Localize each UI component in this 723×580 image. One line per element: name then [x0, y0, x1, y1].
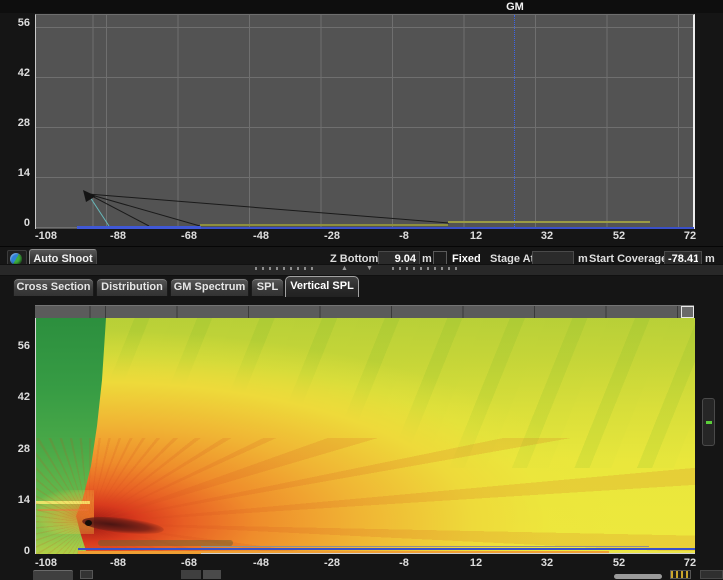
y-tick: 56 — [17, 17, 30, 29]
bottom-widget-stub[interactable] — [80, 570, 93, 579]
x-tick: -28 — [324, 557, 340, 569]
audience-plane-2 — [448, 221, 650, 223]
gm-marker-line[interactable] — [514, 15, 515, 229]
splitter-arrow-down-icon[interactable]: ▼ — [366, 265, 373, 272]
tab-gm-spectrum[interactable]: GM Spectrum — [170, 278, 249, 296]
stage-at-label: Stage At: — [490, 253, 538, 265]
audience-plane-1 — [200, 224, 448, 226]
heatmap-streak — [38, 509, 88, 511]
y-tick: 0 — [23, 545, 30, 557]
heatmap-shadow-band — [98, 540, 233, 546]
y-tick: 14 — [17, 167, 30, 179]
ruler-active-segment[interactable] — [681, 306, 694, 318]
stage-at-input[interactable] — [532, 251, 574, 267]
y-tick: 14 — [17, 494, 30, 506]
x-tick: -68 — [181, 557, 197, 569]
ground-line — [200, 227, 694, 229]
heatmap-streak — [36, 501, 90, 504]
tab-spl[interactable]: SPL — [251, 278, 284, 296]
y-tick: 0 — [23, 217, 30, 229]
x-tick: -8 — [399, 230, 409, 242]
heatmap-ruler-strip[interactable] — [35, 305, 694, 318]
tab-cross-section[interactable]: Cross Section — [13, 278, 94, 296]
x-tick: -108 — [34, 230, 58, 242]
bottom-widget-stub[interactable] — [203, 570, 221, 579]
bottom-widget-stub[interactable] — [181, 570, 201, 579]
y-tick: 56 — [17, 340, 30, 352]
y-tick: 42 — [17, 67, 30, 79]
x-tick: 72 — [683, 230, 697, 242]
fixed-label: Fixed — [452, 253, 481, 265]
heatmap-hotspot-gradient — [36, 318, 695, 554]
tab-vertical-spl[interactable]: Vertical SPL — [285, 276, 359, 297]
heatmap-baseline-white-line — [201, 553, 695, 554]
stage-at-unit: m — [578, 253, 588, 265]
x-tick: 12 — [469, 230, 483, 242]
z-bottom-unit: m — [422, 253, 432, 265]
splitter-grip-dots[interactable] — [392, 267, 458, 270]
vertical-spl-heatmap[interactable] — [35, 318, 695, 554]
heatmap-ground-gray-line — [201, 546, 649, 547]
x-tick: -68 — [181, 230, 197, 242]
top-band — [0, 0, 723, 13]
fixed-checkbox[interactable] — [433, 251, 447, 265]
x-tick: 52 — [612, 557, 626, 569]
x-tick: -108 — [34, 557, 58, 569]
x-tick: 32 — [540, 230, 554, 242]
x-tick: -48 — [253, 230, 269, 242]
source-marker — [83, 190, 96, 202]
bottom-widget-stub[interactable] — [700, 570, 723, 579]
splitter-arrow-up-icon[interactable]: ▲ — [341, 265, 348, 272]
start-coverage-input[interactable] — [664, 251, 702, 267]
bottom-widget-stub[interactable] — [33, 570, 73, 580]
x-tick: -28 — [324, 230, 340, 242]
x-tick: -88 — [110, 230, 126, 242]
tab-distribution[interactable]: Distribution — [96, 278, 168, 296]
y-tick: 28 — [17, 117, 30, 129]
x-tick: -88 — [110, 557, 126, 569]
x-tick: 72 — [683, 557, 697, 569]
x-tick: 32 — [540, 557, 554, 569]
splitter-grip-dots[interactable] — [255, 267, 315, 270]
heatmap-lobe-rays — [36, 438, 695, 554]
heatmap-audience-yellow-line — [609, 550, 695, 554]
gm-marker-label: GM — [506, 1, 524, 13]
start-coverage-unit: m — [705, 253, 715, 265]
heatmap-ground-blue-line — [78, 547, 695, 550]
z-bottom-label: Z Bottom: — [330, 253, 382, 265]
vertical-slider-thumb[interactable] — [702, 398, 715, 446]
heatmap-back-lobe — [36, 490, 94, 534]
bottom-scrollbar-stub[interactable] — [614, 574, 662, 579]
pane-splitter[interactable] — [0, 264, 723, 276]
x-tick: -48 — [253, 557, 269, 569]
slider-mark — [706, 421, 712, 424]
source-position-dot — [85, 520, 92, 526]
heatmap-audience-orange-line — [78, 550, 609, 554]
coverage-rays — [83, 190, 450, 227]
x-tick: 52 — [612, 230, 626, 242]
y-tick: 42 — [17, 391, 30, 403]
refresh-icon — [10, 253, 22, 265]
cross-section-plot[interactable] — [35, 14, 695, 229]
x-tick: 12 — [469, 557, 483, 569]
bottom-colorbar-stub[interactable] — [670, 570, 691, 579]
y-tick: 28 — [17, 443, 30, 455]
x-tick: -8 — [399, 557, 409, 569]
stage-line — [77, 226, 201, 229]
start-coverage-label: Start Coverage: — [589, 253, 671, 265]
view-tabs: Cross Section Distribution GM Spectrum S… — [0, 274, 723, 297]
